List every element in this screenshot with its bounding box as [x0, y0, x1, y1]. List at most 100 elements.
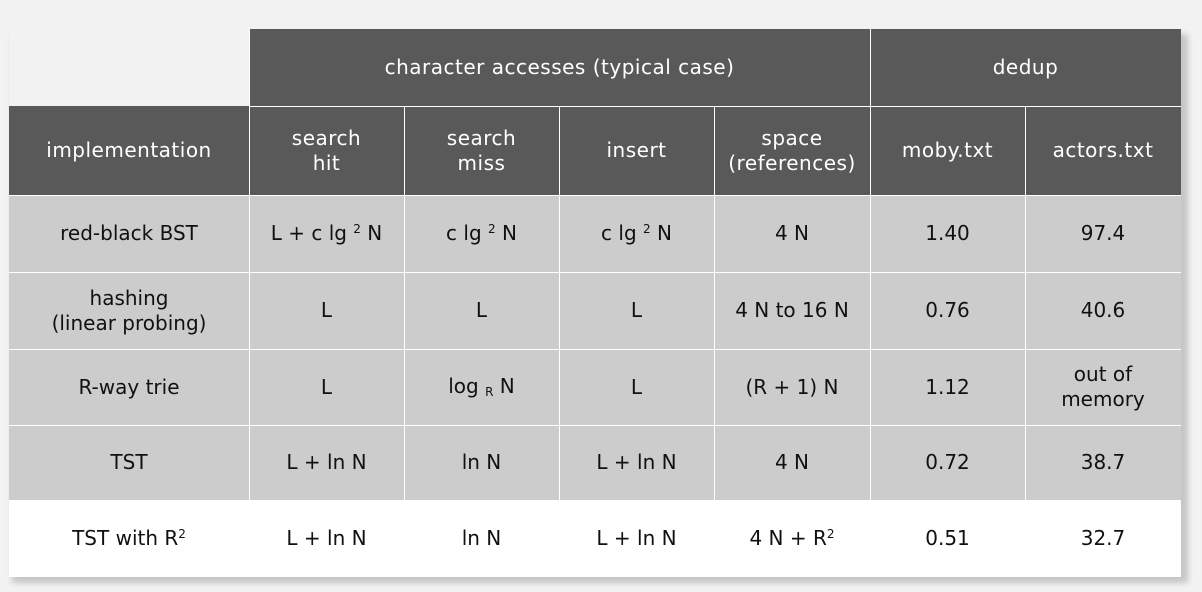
column-divider [714, 106, 715, 577]
column-header-actors: actors.txt [1025, 106, 1181, 195]
cell-text: 4 N [775, 221, 809, 246]
cell-text-line: 97.4 [1080, 221, 1126, 245]
table-cell-space: (R + 1) N [714, 349, 870, 425]
row-divider [9, 272, 1181, 273]
superscript: 2 [643, 222, 651, 236]
cell-text: L + ln N [286, 526, 366, 551]
table-cell-insert: L [559, 349, 714, 425]
cell-text-part: N [495, 221, 517, 245]
cell-text-part: TST with R [72, 526, 179, 550]
cell-text-line: 38.7 [1080, 450, 1126, 474]
cell-text: L [631, 375, 642, 400]
table-cell-search-hit: L + ln N [249, 500, 404, 577]
table-cell-space: 4 N + R2 [714, 500, 870, 577]
cell-text-line: out of [1073, 362, 1133, 386]
cell-text: L [321, 298, 332, 323]
table-cell-insert: L + ln N [559, 425, 714, 500]
cell-text-part: L + ln N [596, 450, 677, 474]
cell-text-line: 32.7 [1080, 526, 1126, 550]
cell-text-part: N [493, 374, 515, 398]
column-header-line: search [291, 125, 362, 150]
cell-text: 0.76 [925, 298, 970, 322]
cell-text-line: memory [1061, 387, 1145, 411]
table-cell-implementation: TST with R2 [9, 500, 249, 577]
column-header-insert: insert [559, 106, 714, 195]
superscript: 2 [353, 222, 361, 236]
column-divider [1025, 106, 1026, 577]
table-cell-insert: L [559, 272, 714, 349]
cell-text-line: R-way trie [78, 374, 180, 399]
column-header-label: actors.txt [1052, 138, 1154, 162]
column-header-line: miss [457, 150, 506, 175]
table-cell-search-hit: L + ln N [249, 425, 404, 500]
table-cell-moby: 0.72 [870, 425, 1025, 500]
cell-text: 1.12 [925, 374, 970, 399]
column-header-label: implementation [46, 138, 212, 162]
cell-text: (R + 1) N [745, 375, 838, 400]
cell-text-part: L + ln N [286, 526, 367, 550]
column-divider [559, 106, 560, 577]
table-cell-space: 4 N to 16 N [714, 272, 870, 349]
column-header-line: search [446, 125, 517, 150]
group-header-label: character accesses (typical case) [384, 55, 735, 79]
subscript: R [485, 385, 494, 399]
cell-text-line: TST [110, 450, 148, 474]
column-header-search-miss: search miss [404, 106, 559, 195]
cell-text-part: L [630, 374, 643, 399]
cell-text: TST with R2 [72, 526, 186, 551]
table-cell-actors: 97.4 [1025, 195, 1181, 272]
column-header-line: hit [312, 150, 341, 175]
cell-text-part: 4 N [774, 450, 810, 474]
table-cell-actors: out of memory [1025, 349, 1181, 425]
table-cell-moby: 1.40 [870, 195, 1025, 272]
cell-text-line: (linear probing) [51, 310, 207, 335]
cell-text-part: L [475, 298, 488, 322]
cell-text-part: L + c lg [270, 221, 354, 245]
table-cell-search-miss: ln N [404, 425, 559, 500]
cell-text: ln N [462, 450, 502, 475]
column-divider [404, 106, 405, 577]
cell-text: L + ln N [596, 526, 676, 551]
cell-text: L [476, 298, 487, 323]
cell-text: c lg 2 N [446, 221, 517, 246]
cell-text-part: c lg [601, 221, 643, 245]
cell-text: 1.40 [925, 221, 970, 245]
cell-text-part: (R + 1) N [745, 374, 839, 399]
cell-text: L + c lg 2 N [271, 221, 383, 246]
table-cell-implementation: R-way trie [9, 349, 249, 425]
row-divider [9, 195, 1181, 196]
cell-text-part: log [448, 374, 486, 398]
table-cell-implementation: TST [9, 425, 249, 500]
column-header-search-hit: search hit [249, 106, 404, 195]
table-cell-search-hit: L [249, 349, 404, 425]
column-divider [249, 29, 250, 577]
cell-text-part: L + ln N [286, 450, 367, 474]
comparison-table: character accesses (typical case) dedup … [9, 29, 1181, 577]
column-divider [870, 29, 871, 577]
cell-text-line: hashing [89, 285, 169, 310]
table-cell-implementation: hashing (linear probing) [9, 272, 249, 349]
cell-text-part: L + ln N [596, 526, 677, 550]
table-cell-search-miss: c lg 2 N [404, 195, 559, 272]
group-header-label: dedup [992, 55, 1059, 79]
column-header-line: space [761, 125, 823, 150]
cell-text: L + ln N [286, 450, 366, 475]
row-divider [249, 106, 1181, 107]
cell-text: log R N [448, 374, 515, 400]
column-header-moby: moby.txt [870, 106, 1025, 195]
row-divider [9, 425, 1181, 426]
row-divider [9, 349, 1181, 350]
cell-text: L + ln N [596, 450, 676, 475]
cell-text: ln N [462, 526, 502, 551]
cell-text-part: L [630, 298, 643, 322]
column-header-implementation: implementation [9, 106, 249, 195]
cell-text-part: 4 N + R [749, 526, 827, 550]
column-header-line: (references) [728, 150, 856, 175]
superscript: 2 [178, 527, 186, 541]
table-cell-space: 4 N [714, 195, 870, 272]
table-cell-moby: 1.12 [870, 349, 1025, 425]
superscript: 2 [826, 527, 835, 541]
table-cell-moby: 0.76 [870, 272, 1025, 349]
cell-text-part: N [650, 221, 672, 245]
table-cell-space: 4 N [714, 425, 870, 500]
